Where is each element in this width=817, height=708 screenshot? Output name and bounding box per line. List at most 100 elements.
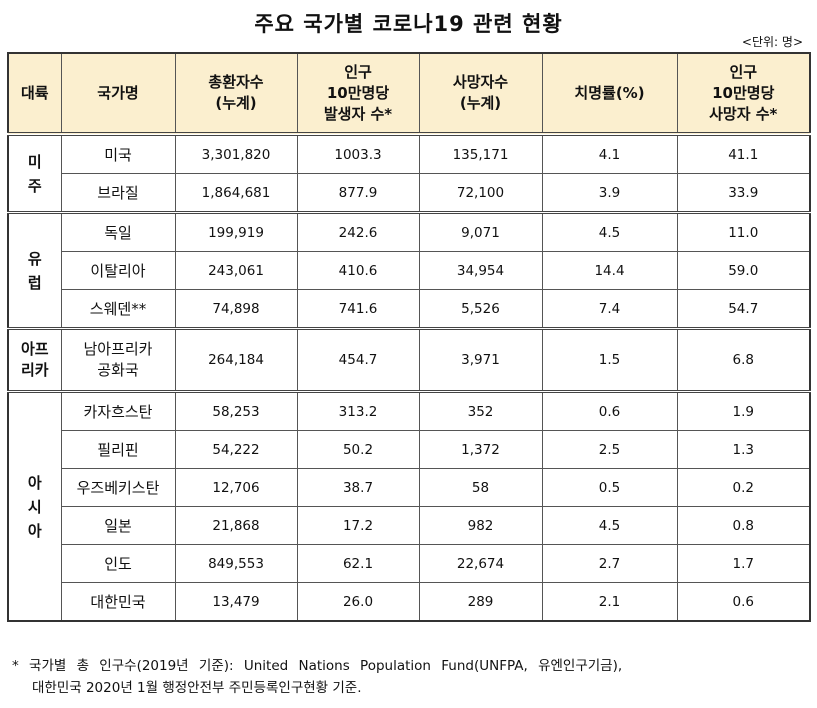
country-cell: 미국 xyxy=(60,132,176,174)
cfr-cell: 7.4 xyxy=(541,289,678,329)
header-cases: 총환자수 (누계) xyxy=(174,52,298,136)
cases-cell: 1,864,681 xyxy=(174,173,298,213)
deaths-cell: 34,954 xyxy=(418,251,543,290)
deaths-cell: 3,971 xyxy=(418,327,543,392)
deaths-per-cell: 1.7 xyxy=(676,544,811,583)
country-cell: 인도 xyxy=(60,544,176,583)
deaths-cell: 135,171 xyxy=(418,132,543,174)
deaths-cell: 22,674 xyxy=(418,544,543,583)
cases-cell: 54,222 xyxy=(174,430,298,469)
cases-per-cell: 242.6 xyxy=(296,211,420,252)
cases-cell: 58,253 xyxy=(174,390,298,431)
header-cases-per-100k: 인구 10만명당 발생자 수* xyxy=(296,52,420,136)
deaths-per-cell: 6.8 xyxy=(676,327,811,392)
table-row: 스웨덴** 74,898 741.6 5,526 7.4 54.7 xyxy=(8,289,811,329)
deaths-per-cell: 59.0 xyxy=(676,251,811,290)
footnote: * 국가별 총 인구수(2019년 기준): United Nations Po… xyxy=(12,655,622,699)
cfr-cell: 0.5 xyxy=(541,468,678,507)
table-row: 미 주 미국 3,301,820 1003.3 135,171 4.1 41.1 xyxy=(7,132,811,213)
cfr-cell: 4.5 xyxy=(541,506,678,545)
cases-cell: 849,553 xyxy=(174,544,298,583)
cases-cell: 264,184 xyxy=(174,327,298,392)
deaths-per-cell: 1.3 xyxy=(676,430,811,469)
header-deaths: 사망자수 (누계) xyxy=(418,52,543,136)
covid-status-table: 대륙 국가명 총환자수 (누계) 인구 10만명당 발생자 수* 사망자수 (누… xyxy=(7,52,811,622)
cfr-cell: 2.1 xyxy=(541,582,678,622)
deaths-cell: 1,372 xyxy=(418,430,543,469)
cases-cell: 12,706 xyxy=(174,468,298,507)
footnote-line: 대한민국 2020년 1월 행정안전부 주민등록인구현황 기준. xyxy=(32,680,362,696)
cases-per-cell: 454.7 xyxy=(296,327,420,392)
table-row: 유 럽 독일 199,919 242.6 9,071 4.5 11.0 xyxy=(7,211,811,329)
continent-cell: 아프 리카 xyxy=(7,327,62,392)
header-continent: 대륙 xyxy=(7,52,62,136)
cfr-cell: 1.5 xyxy=(541,327,678,392)
deaths-per-cell: 41.1 xyxy=(676,132,811,174)
cases-cell: 74,898 xyxy=(174,289,298,329)
country-cell: 카자흐스탄 xyxy=(60,390,176,431)
footnote-line: * 국가별 총 인구수(2019년 기준): United Nations Po… xyxy=(12,658,623,674)
cases-per-cell: 410.6 xyxy=(296,251,420,290)
country-cell: 독일 xyxy=(60,211,176,252)
deaths-cell: 982 xyxy=(418,506,543,545)
deaths-cell: 9,071 xyxy=(418,211,543,252)
cases-cell: 3,301,820 xyxy=(174,132,298,174)
cases-per-cell: 1003.3 xyxy=(296,132,420,174)
cases-cell: 199,919 xyxy=(174,211,298,252)
cfr-cell: 4.1 xyxy=(541,132,678,174)
table-row: 아프 리카 남아프리카 공화국 264,184 454.7 3,971 1.5 … xyxy=(7,327,811,392)
cases-per-cell: 877.9 xyxy=(296,173,420,213)
cases-cell: 13,479 xyxy=(174,582,298,622)
deaths-cell: 289 xyxy=(418,582,543,622)
cases-per-cell: 313.2 xyxy=(296,390,420,431)
header-country: 국가명 xyxy=(60,52,176,136)
country-cell: 스웨덴** xyxy=(60,289,176,329)
deaths-per-cell: 0.8 xyxy=(676,506,811,545)
header-cfr: 치명률(%) xyxy=(541,52,678,136)
cfr-cell: 2.7 xyxy=(541,544,678,583)
cases-per-cell: 38.7 xyxy=(296,468,420,507)
continent-cell: 미 주 xyxy=(7,132,62,213)
table-row: 인도 849,553 62.1 22,674 2.7 1.7 xyxy=(8,544,811,583)
country-cell: 우즈베키스탄 xyxy=(60,468,176,507)
table-row: 이탈리아 243,061 410.6 34,954 14.4 59.0 xyxy=(8,251,811,290)
country-cell: 남아프리카 공화국 xyxy=(60,327,176,392)
table-row: 브라질 1,864,681 877.9 72,100 3.9 33.9 xyxy=(8,173,811,213)
country-cell: 필리핀 xyxy=(60,430,176,469)
deaths-per-cell: 1.9 xyxy=(676,390,811,431)
cases-per-cell: 26.0 xyxy=(296,582,420,622)
unit-label: <단위: 명> xyxy=(741,35,803,49)
deaths-cell: 72,100 xyxy=(418,173,543,213)
cases-per-cell: 62.1 xyxy=(296,544,420,583)
country-cell: 이탈리아 xyxy=(60,251,176,290)
country-cell: 브라질 xyxy=(60,173,176,213)
country-cell: 일본 xyxy=(60,506,176,545)
table-row: 대한민국 13,479 26.0 289 2.1 0.6 xyxy=(8,582,811,622)
cfr-cell: 4.5 xyxy=(541,211,678,252)
deaths-per-cell: 11.0 xyxy=(676,211,811,252)
cases-cell: 243,061 xyxy=(174,251,298,290)
cases-per-cell: 50.2 xyxy=(296,430,420,469)
cases-per-cell: 17.2 xyxy=(296,506,420,545)
deaths-per-cell: 54.7 xyxy=(676,289,811,329)
deaths-per-cell: 0.2 xyxy=(676,468,811,507)
cfr-cell: 14.4 xyxy=(541,251,678,290)
deaths-cell: 352 xyxy=(418,390,543,431)
country-cell: 대한민국 xyxy=(60,582,176,622)
deaths-cell: 58 xyxy=(418,468,543,507)
cfr-cell: 2.5 xyxy=(541,430,678,469)
deaths-per-cell: 33.9 xyxy=(676,173,811,213)
table-row: 일본 21,868 17.2 982 4.5 0.8 xyxy=(8,506,811,545)
continent-cell: 아 시 아 xyxy=(7,390,62,622)
table-row: 아 시 아 카자흐스탄 58,253 313.2 352 0.6 1.9 xyxy=(7,390,811,622)
cases-per-cell: 741.6 xyxy=(296,289,420,329)
deaths-per-cell: 0.6 xyxy=(676,582,811,622)
deaths-cell: 5,526 xyxy=(418,289,543,329)
table-header-row: 대륙 국가명 총환자수 (누계) 인구 10만명당 발생자 수* 사망자수 (누… xyxy=(7,52,811,136)
header-deaths-per-100k: 인구 10만명당 사망자 수* xyxy=(676,52,811,136)
table-row: 우즈베키스탄 12,706 38.7 58 0.5 0.2 xyxy=(8,468,811,507)
cfr-cell: 3.9 xyxy=(541,173,678,213)
table-row: 필리핀 54,222 50.2 1,372 2.5 1.3 xyxy=(8,430,811,469)
cfr-cell: 0.6 xyxy=(541,390,678,431)
continent-cell: 유 럽 xyxy=(7,211,62,329)
